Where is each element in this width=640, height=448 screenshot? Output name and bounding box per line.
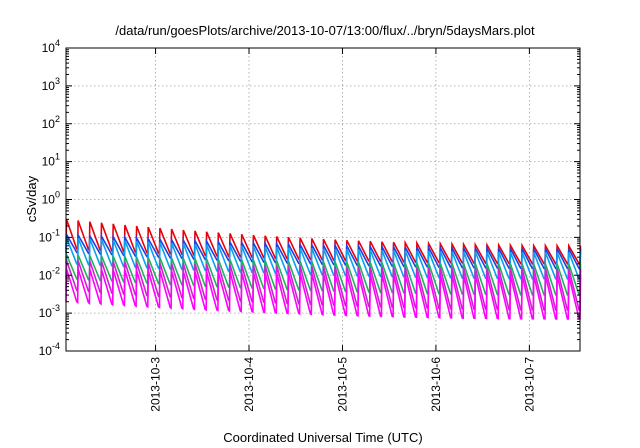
x-tick-label-3: 2013-10-6 xyxy=(429,357,443,412)
y-axis-label: cSv/day xyxy=(24,175,39,222)
y-tick-label-8: 104 xyxy=(42,38,60,55)
y-tick-label-1: 10-3 xyxy=(39,303,60,320)
x-tick-label-2: 2013-10-5 xyxy=(335,357,349,412)
series-line-2 xyxy=(65,237,582,280)
chart-title: /data/run/goesPlots/archive/2013-10-07/1… xyxy=(115,23,535,38)
x-tick-label-4: 2013-10-7 xyxy=(522,357,536,412)
y-tick-label-3: 10-1 xyxy=(39,227,60,244)
y-tick-label-2: 10-2 xyxy=(39,265,60,282)
y-tick-labels: 10-4 10-3 10-2 10-1 100 101 102 103 104 xyxy=(39,38,60,358)
y-tick-label-0: 10-4 xyxy=(39,341,60,358)
x-axis-label: Coordinated Universal Time (UTC) xyxy=(223,430,422,445)
ticks xyxy=(66,47,580,352)
x-tick-label-1: 2013-10-4 xyxy=(242,357,256,412)
series-line-5 xyxy=(65,268,582,320)
y-tick-label-4: 100 xyxy=(42,190,60,207)
x-tick-labels: 2013-10-3 2013-10-4 2013-10-5 2013-10-6 2013… xyxy=(149,357,537,412)
y-tick-label-6: 102 xyxy=(42,114,60,131)
x-tick-label-0: 2013-10-3 xyxy=(149,357,163,412)
y-tick-label-7: 103 xyxy=(42,76,60,93)
series-layer xyxy=(65,219,582,320)
y-tick-label-5: 101 xyxy=(42,152,60,169)
